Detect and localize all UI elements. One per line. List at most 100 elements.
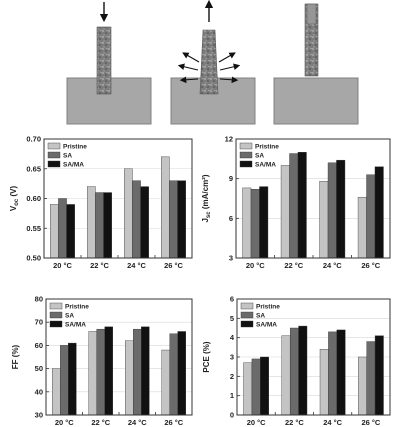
legend-swatch (49, 302, 63, 310)
bar-sa-3 (328, 331, 338, 416)
y-tick-label: 40 (35, 387, 43, 396)
bar-sa-3 (132, 180, 141, 259)
x-tick-label: 20 °C (55, 418, 74, 427)
x-tick-label: 22 °C (285, 418, 304, 427)
y-tick-label: 2 (230, 372, 234, 381)
bar-sa-ma-3 (141, 326, 150, 416)
legend-label: SA (63, 153, 72, 160)
pillar-3-cap (306, 3, 317, 25)
bar-pristine-2 (88, 331, 97, 416)
side-arrow-icon (179, 76, 199, 84)
y-tick-label: 1 (230, 391, 234, 400)
legend-swatch (240, 302, 254, 310)
plot-frame (235, 138, 391, 259)
bar-sa-4 (366, 174, 376, 259)
legend-swatch (49, 311, 63, 319)
legend-swatch (49, 320, 63, 328)
side-arrow-icon (219, 76, 239, 84)
y-tick-label: 60 (35, 341, 43, 350)
y-tick-label: 9 (229, 174, 233, 183)
bar-sa-3 (133, 328, 142, 416)
bar-sa-2 (289, 153, 299, 259)
y-tick-label: 0.60 (26, 194, 41, 203)
bar-sa-ma-2 (297, 152, 307, 259)
chart-panel-2: 3 6 9 12 20 °C 22 °C 24 °C 26 °C Jsc (mA/cm²) Pri… (201, 135, 391, 270)
y-tick-label: 3 (229, 254, 233, 263)
y-tick-label: 80 (35, 295, 43, 304)
bar-pristine-3 (319, 349, 329, 416)
legend-label: SA/MA (63, 162, 84, 169)
bar-pristine-4 (161, 156, 170, 259)
y-tick-label: 0 (230, 411, 234, 420)
side-arrow-icon (219, 63, 241, 71)
legend-label: SA/MA (65, 322, 86, 329)
bar-sa-2 (96, 328, 105, 416)
bar-sa-1 (58, 198, 67, 259)
schematic-stage-2 (170, 0, 256, 125)
bar-sa-4 (169, 180, 178, 259)
y-tick-label: 6 (230, 295, 234, 304)
plot-frame (45, 298, 193, 416)
legend-label: SA/MA (255, 162, 276, 169)
x-tick-label: 20 °C (247, 418, 266, 427)
legend-label: Pristine (65, 304, 89, 311)
x-tick-label: 24 °C (128, 418, 147, 427)
legend-label: Pristine (256, 304, 280, 311)
bar-pristine-2 (87, 186, 96, 259)
legend-label: Pristine (255, 144, 279, 151)
bar-sa-1 (251, 358, 261, 416)
side-arrow-icon (177, 63, 199, 71)
y-axis-label: FF (%) (11, 344, 20, 369)
bar-sa-2 (95, 192, 104, 259)
x-tick-label: 24 °C (127, 261, 146, 270)
bar-sa-ma-3 (336, 159, 346, 259)
legend-label: SA (256, 313, 265, 320)
y-tick-label: 4 (230, 333, 235, 342)
bar-pristine-4 (357, 196, 367, 259)
plot-frame (43, 138, 193, 259)
bar-sa-ma-1 (68, 342, 77, 416)
bar-pristine-1 (52, 368, 61, 416)
legend: Pristine SA SA/MA (239, 142, 279, 169)
y-axis-label: Voc (V) (9, 186, 20, 212)
y-tick-label: 0.55 (26, 224, 41, 233)
legend-label: SA (255, 153, 264, 160)
legend-swatch (240, 311, 254, 319)
bar-sa-ma-2 (103, 192, 112, 259)
bar-pristine-2 (280, 165, 290, 259)
bar-sa-ma-3 (336, 329, 346, 416)
x-tick-label: 22 °C (90, 261, 109, 270)
schematic-stage-3 (273, 3, 359, 125)
bar-sa-4 (169, 333, 178, 416)
y-tick-label: 50 (35, 364, 43, 373)
x-tick-label: 26 °C (164, 261, 183, 270)
x-tick-label: 26 °C (164, 418, 183, 427)
bar-sa-1 (250, 189, 260, 259)
y-tick-label: 5 (230, 314, 234, 323)
bar-pristine-1 (243, 362, 253, 416)
y-tick-label: 70 (35, 318, 43, 327)
legend-swatch (47, 151, 61, 159)
x-tick-label: 26 °C (361, 418, 380, 427)
bar-sa-ma-3 (140, 186, 149, 259)
charts: 0.50 0.55 0.60 0.65 0.70 20 °C 22 °C 24 °C 26 °C… (9, 135, 391, 427)
legend-label: SA (65, 313, 74, 320)
legend-swatch (47, 160, 61, 168)
y-tick-label: 6 (229, 214, 233, 223)
legend-swatch (239, 151, 253, 159)
legend-swatch (240, 320, 254, 328)
bar-sa-3 (327, 162, 337, 259)
legend-label: SA/MA (256, 322, 277, 329)
side-arrow-icon (182, 52, 200, 63)
bar-sa-1 (60, 345, 69, 416)
bar-pristine-4 (161, 349, 170, 416)
x-tick-label: 26 °C (361, 261, 380, 270)
bar-sa-ma-1 (260, 356, 269, 416)
bar-sa-ma-1 (259, 186, 269, 259)
pillar-1 (96, 26, 112, 95)
side-arrow-icon (218, 52, 236, 63)
schematic-stage-1 (66, 2, 152, 125)
legend-swatch (47, 142, 61, 150)
bar-sa-ma-2 (104, 326, 113, 416)
x-tick-label: 22 °C (91, 418, 110, 427)
